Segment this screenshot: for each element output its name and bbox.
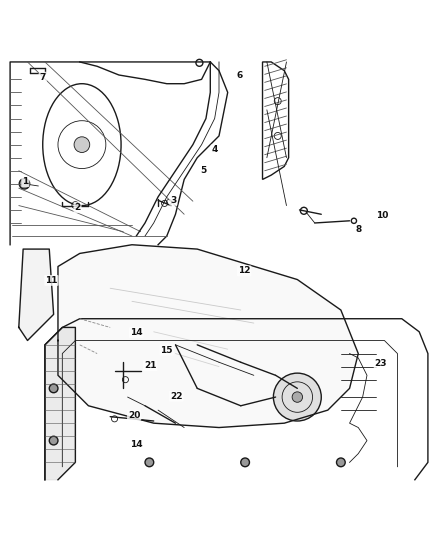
Circle shape — [273, 373, 321, 421]
Text: 4: 4 — [212, 146, 218, 155]
Circle shape — [292, 392, 303, 402]
Text: 5: 5 — [201, 166, 207, 175]
Text: 14: 14 — [130, 440, 143, 449]
Text: 8: 8 — [355, 225, 361, 234]
Polygon shape — [58, 245, 358, 427]
Text: 1: 1 — [22, 177, 28, 186]
Text: 22: 22 — [170, 392, 183, 401]
Text: 11: 11 — [45, 276, 58, 285]
Text: 3: 3 — [170, 196, 177, 205]
Circle shape — [74, 137, 90, 152]
Text: 15: 15 — [160, 345, 173, 354]
Circle shape — [49, 384, 58, 393]
Text: 6: 6 — [237, 70, 243, 79]
Text: 2: 2 — [74, 203, 81, 212]
Circle shape — [336, 458, 345, 467]
Polygon shape — [45, 327, 75, 480]
Circle shape — [241, 458, 250, 467]
Text: 23: 23 — [374, 359, 387, 368]
Circle shape — [145, 458, 154, 467]
Text: 7: 7 — [39, 72, 46, 82]
Circle shape — [49, 436, 58, 445]
Text: 21: 21 — [144, 361, 156, 370]
Polygon shape — [19, 249, 53, 341]
Text: 10: 10 — [376, 211, 389, 220]
Circle shape — [19, 179, 30, 189]
Text: 14: 14 — [130, 328, 143, 337]
Text: 20: 20 — [128, 411, 140, 420]
Text: 12: 12 — [238, 266, 251, 276]
